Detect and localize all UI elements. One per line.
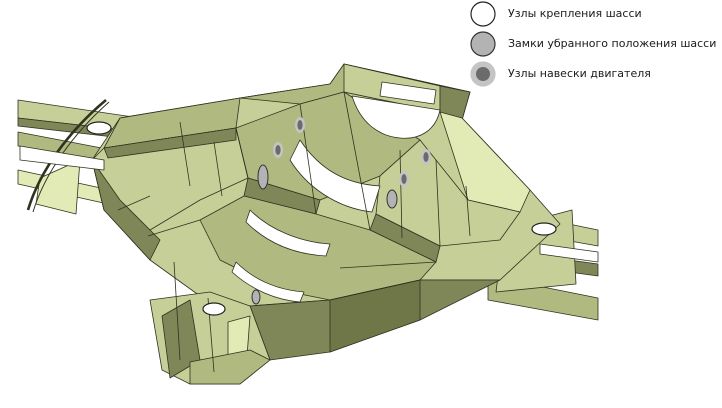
right-diagonal-panel xyxy=(439,111,531,213)
rib-line xyxy=(329,279,421,301)
center-arc-cutout xyxy=(289,139,381,213)
legend-label: Замки убранного положения шасси xyxy=(508,37,717,50)
rib-line xyxy=(343,91,371,231)
gear-attach-point-left xyxy=(86,121,112,135)
engine-mount-point xyxy=(421,149,431,165)
engine-mount-point xyxy=(295,117,305,133)
legend-item-gear-uplock: Замки убранного положения шасси xyxy=(468,30,722,60)
gear-attach-point-right xyxy=(531,222,557,236)
left-rail-arc xyxy=(26,99,107,211)
bottom-tip-face xyxy=(189,349,271,385)
engine-mount-point xyxy=(273,142,283,158)
rib-line xyxy=(213,141,223,197)
top-semicircle-cutout xyxy=(351,95,441,139)
left-arc-cutout xyxy=(245,209,331,257)
rib-line xyxy=(465,185,471,237)
legend-label: Узлы крепления шасси xyxy=(508,7,642,20)
rib-line xyxy=(179,121,191,187)
top-slot-cutout xyxy=(379,81,437,105)
rib-line xyxy=(173,261,181,361)
left-beam-cutout xyxy=(19,145,105,171)
rib-line xyxy=(117,195,151,211)
rib-line xyxy=(339,261,437,269)
left-side-shadow xyxy=(103,127,237,159)
engine-mount-circle-icon xyxy=(470,61,496,87)
gear-attach-point-bottom xyxy=(202,302,226,316)
rib-line xyxy=(235,127,249,179)
white-circle-icon xyxy=(470,1,496,27)
right-beam-cutout xyxy=(539,243,599,263)
legend-item-gear-attach: Узлы крепления шасси xyxy=(468,0,722,30)
rib-line xyxy=(147,219,201,237)
legend-label: Узлы навески двигателя xyxy=(508,67,651,80)
lower-arc-cutout xyxy=(231,261,305,303)
gray-circle-icon xyxy=(470,31,496,57)
engine-mount-point xyxy=(399,171,409,187)
gear-uplock-right xyxy=(386,189,398,209)
gear-uplock-bottom xyxy=(251,289,261,305)
gear-uplock-left xyxy=(257,164,269,190)
left-rib-bracket xyxy=(35,159,81,215)
legend-item-engine-mount: Узлы навески двигателя xyxy=(468,60,722,90)
left-lower-ribs xyxy=(91,159,161,261)
legend: Узлы крепления шасси Замки убранного пол… xyxy=(468,0,722,92)
rib-line xyxy=(399,149,403,239)
rib-line xyxy=(435,159,441,247)
